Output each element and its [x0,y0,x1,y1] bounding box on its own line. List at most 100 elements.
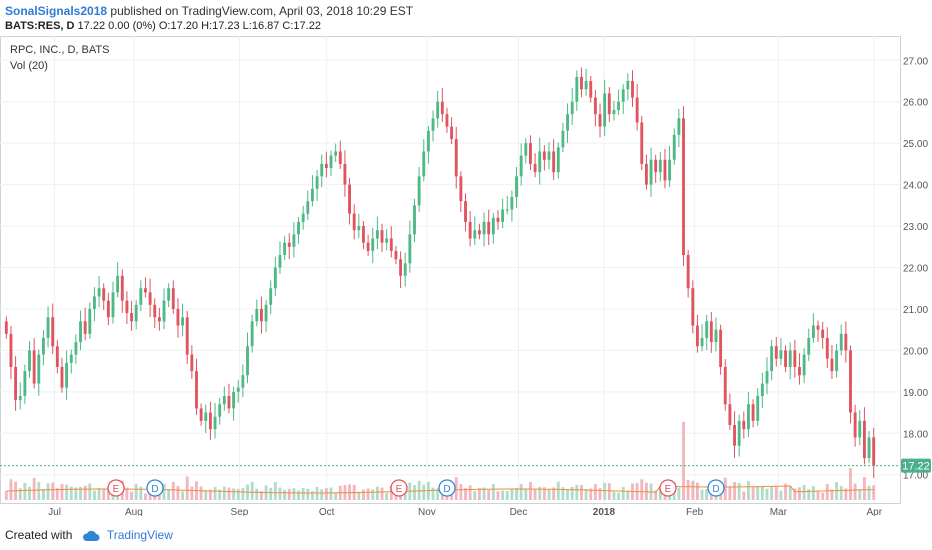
candle-body [589,81,593,98]
candle-body [417,176,421,206]
x-tick-label: Feb [686,507,704,516]
volume-bar [208,489,212,500]
candle-body [501,209,505,222]
volume-bar [519,483,523,500]
candle-body [208,412,212,430]
volume-bar [278,487,282,500]
candle-body [575,76,579,102]
candle-body [844,333,848,351]
volume-bar [32,478,36,500]
candle-body [784,350,787,367]
volume-bar [547,489,551,500]
volume-legend: Vol (20) [10,60,48,72]
candle-body [46,317,50,338]
volume-bar [269,487,273,500]
volume-bar [765,488,769,500]
candle-body [649,159,653,185]
candle-body [719,329,723,367]
y-tick-label: 24.00 [903,181,928,192]
volume-bar [515,488,518,500]
candle-body [255,308,259,322]
symbol-info: BATS:RES, D 17.22 0.00 (0%) O:17.20 H:17… [5,20,321,33]
volume-bar [872,485,876,500]
candle-body [779,350,783,359]
y-tick-label: 22.00 [903,264,928,275]
candle-body [422,151,426,177]
candle-body [403,263,407,276]
time-axis[interactable]: Jul Aug Sep Oct Nov Dec 2018 Feb Mar Apr [48,507,883,518]
x-tick-label: Jul [48,507,61,516]
volume-bar [756,485,760,500]
candle-body [867,437,871,459]
volume-bar [858,489,862,500]
volume-bar [9,479,13,500]
volume-bar [621,486,625,500]
candle-body [357,226,361,231]
volume-bar [204,490,208,500]
candle-body [774,346,778,359]
x-tick-label: Mar [770,507,788,516]
volume-bar [334,493,338,500]
volume-bar [723,477,727,500]
candle-body [352,213,356,231]
earnings-marker [390,479,408,497]
gridlines [0,36,900,503]
volume-bar [793,488,797,500]
candle-body [181,317,185,326]
candle-body [134,304,138,322]
candle-body [385,238,389,243]
candle-body [232,391,236,409]
tradingview-link[interactable]: TradingView [106,528,173,542]
candle-body [28,350,31,372]
volume-bar [320,489,324,500]
candle-body [106,300,110,318]
candle-body [691,288,695,326]
candle-body [426,130,430,152]
event-marker-label: D [712,484,719,495]
volume-bar [236,488,240,500]
volume-bar [770,486,774,500]
volume-bar [556,481,560,500]
volume-bar [505,490,509,500]
volume-bar [199,486,203,500]
volume-bar [747,481,750,500]
volume-bar [533,489,537,500]
volume-bar [566,489,569,500]
volume-bar [733,482,736,500]
candle-body [167,288,171,301]
volume-bar [705,489,709,500]
candle-body [760,383,764,396]
chart-area[interactable]: 17.00 18.00 19.00 20.00 21.00 22.00 23.00 24.00… [0,36,932,518]
price-chart[interactable]: 17.00 18.00 19.00 20.00 21.00 22.00 23.00 24.00… [0,36,932,518]
candle-body [269,288,273,305]
x-tick-label: Aug [125,507,143,516]
candle-body [408,234,412,264]
y-tick-label: 19.00 [903,388,928,399]
candle-body [496,217,500,222]
volume-bar [380,487,384,500]
volume-bar [250,481,254,500]
candle-body [4,321,8,334]
candle-body [802,354,806,376]
candle-body [593,97,597,115]
candle-body [171,288,175,309]
volume-bar [542,487,546,500]
volume-bar [134,484,138,500]
x-tick-label: 2018 [593,507,616,516]
candle-body [445,114,449,127]
candle-body [250,321,254,347]
volume-bar [297,490,300,500]
volume-bar [431,487,435,500]
candle-body [644,163,648,185]
volume-bar [477,488,481,500]
candle-body [338,151,342,164]
volume-bar [742,491,746,500]
published-text: published on TradingView.com, April 03, … [110,4,414,18]
author-link[interactable]: SonalSignals2018 [5,4,108,18]
candle-body [297,221,300,235]
volume-bar [88,483,92,500]
volume-bar [593,484,597,500]
candle-body [97,288,101,297]
price-axis[interactable]: 17.00 18.00 19.00 20.00 21.00 22.00 23.00 24.00… [903,56,928,481]
candle-body [320,163,324,177]
